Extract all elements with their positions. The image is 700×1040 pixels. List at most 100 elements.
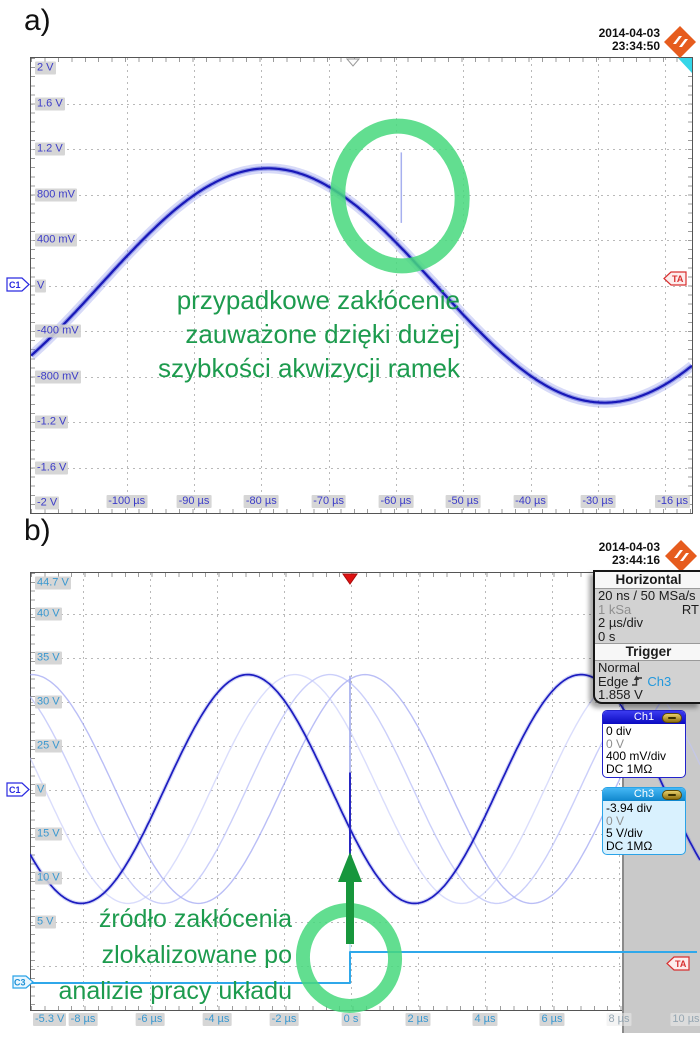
ta-marker-b[interactable]: TA xyxy=(665,956,690,971)
ch3-info-box[interactable]: Ch3 -3.94 div 0 V 5 V/div DC 1MΩ xyxy=(602,787,686,855)
grid-line-v xyxy=(217,573,218,1010)
waveform-trace xyxy=(30,673,700,905)
grid-line-h xyxy=(31,376,692,378)
record-length-value: 1 kSa xyxy=(598,601,632,617)
rising-edge-icon xyxy=(632,675,643,686)
annotation-text-b: źródło zakłócenia zlokalizowane po anali… xyxy=(58,905,292,1005)
time-a: 23:34:50 xyxy=(611,39,660,53)
x-axis-label: -30 µs xyxy=(580,495,616,508)
x-axis-label: -40 µs xyxy=(513,495,548,508)
y-axis-label: 44.7 V xyxy=(35,576,71,590)
channel-marker-c3-b[interactable]: C3 xyxy=(12,975,35,989)
horizontal-trigger-menu[interactable]: Horizontal 20 ns / 50 MSa/s 1 kSa RT 2 µ… xyxy=(593,570,700,704)
trigger-position-marker-b[interactable] xyxy=(342,573,358,585)
grid-line-h xyxy=(31,614,696,615)
grid-line-h xyxy=(31,702,696,703)
grid-line-h xyxy=(31,834,696,835)
grid-line-v xyxy=(351,573,352,1010)
trigger-type-value: Edge xyxy=(598,673,629,689)
grid-line-h xyxy=(31,331,692,332)
rs-logo-icon xyxy=(665,540,697,572)
x-axis-label: -8 µs xyxy=(68,1013,98,1026)
x-axis-label: -4 µs xyxy=(202,1013,232,1026)
trigger-mode-value: Normal xyxy=(598,660,640,675)
grid-line-h xyxy=(31,658,696,659)
grid-line-h xyxy=(31,194,692,196)
y-axis-label: V xyxy=(35,279,47,292)
date-a: 2014-04-03 xyxy=(598,26,660,40)
ch1-info-box[interactable]: Ch1 0 div 0 V 400 mV/div DC 1MΩ xyxy=(602,710,686,778)
waveform-trace xyxy=(30,951,697,984)
grid-line-h xyxy=(31,790,696,791)
x-axis-label: -6 µs xyxy=(135,1013,165,1026)
glitch-circle-annotation-a xyxy=(330,118,470,274)
date-b: 2014-04-03 xyxy=(598,540,660,554)
x-axis-label: 8 µs xyxy=(606,1013,632,1026)
grid-line-h xyxy=(31,966,696,967)
ch3-coupling: DC 1MΩ xyxy=(606,838,653,853)
x-axis-label: 4 µs xyxy=(472,1013,498,1026)
trigger-menu-title[interactable]: Trigger xyxy=(595,643,700,661)
figure-label-a: a) xyxy=(24,4,51,37)
x-axis-label: -16 µs xyxy=(655,495,690,508)
figure-label-b: b) xyxy=(24,514,51,547)
glitch-source-circle-annotation-b xyxy=(296,903,403,1013)
x-axis-label: -60 µs xyxy=(378,495,414,508)
y-axis-label: 1.6 V xyxy=(35,97,65,110)
y-axis-label: -800 mV xyxy=(35,370,81,383)
waveform-trace xyxy=(30,673,700,905)
y-axis-label: 10 V xyxy=(35,871,62,885)
x-axis-label: 0 s xyxy=(341,1013,361,1026)
ch1-offset-div: 0 div xyxy=(606,724,632,738)
grid-line-v xyxy=(485,573,486,1010)
acquisition-mode-value: RT xyxy=(681,601,699,617)
annotation-text-a: przypadkowe zakłócenie zauważone dzięki … xyxy=(158,285,460,383)
waveform-trace xyxy=(30,673,700,905)
x-axis-label: -70 µs xyxy=(311,495,346,508)
ch3-scale: 5 V/div xyxy=(606,826,643,840)
grid-line-h xyxy=(31,467,692,469)
ch3-header[interactable]: Ch3 xyxy=(603,788,685,801)
y-axis-label: 40 V xyxy=(35,607,62,621)
minimize-button[interactable] xyxy=(662,712,682,723)
waveform-area-b xyxy=(30,672,700,984)
trigger-position-marker-a[interactable] xyxy=(346,58,360,67)
timestamp-a: 2014-04-03 23:34:50 xyxy=(540,27,660,53)
horizontal-position-value: 0 s xyxy=(598,628,616,644)
grid-line-v xyxy=(552,573,553,1010)
grid-line-h xyxy=(31,422,692,423)
y-axis-label: 25 V xyxy=(35,739,62,753)
ch1-coupling: DC 1MΩ xyxy=(606,761,653,776)
y-axis-label: 30 V xyxy=(35,695,62,709)
x-axis-label: -50 µs xyxy=(445,495,481,508)
x-axis-label: -2 µs xyxy=(269,1013,299,1026)
grid-line-h xyxy=(31,746,696,747)
grid-line-v xyxy=(284,573,285,1010)
grid-line-v xyxy=(150,573,151,1010)
grid-line-h xyxy=(31,922,696,923)
svg-text:C1: C1 xyxy=(9,280,21,290)
horizontal-menu-title[interactable]: Horizontal xyxy=(595,572,700,589)
minor-ticks-bottom xyxy=(31,509,692,513)
x-axis-label: -80 µs xyxy=(243,495,279,508)
grid-line-v xyxy=(83,573,84,1010)
glitch-source-arrow-annotation xyxy=(338,852,362,944)
y-axis-label: -400 mV xyxy=(35,324,81,338)
ch1-header[interactable]: Ch1 xyxy=(603,711,685,724)
y-axis-label: V xyxy=(35,783,47,797)
channel-marker-c1-b[interactable]: C1 xyxy=(6,782,31,797)
channel-marker-c1-a[interactable]: C1 xyxy=(6,277,31,292)
y-axis-label: 2 V xyxy=(35,61,56,75)
grid-line-v xyxy=(418,573,419,1010)
y-axis-label: -5.3 V xyxy=(33,1013,67,1026)
minor-ticks-top xyxy=(31,58,692,62)
ch3-offset-div: -3.94 div xyxy=(606,801,653,815)
ch1-offset-v: 0 V xyxy=(606,736,625,751)
minimize-button[interactable] xyxy=(662,789,682,800)
y-axis-label: -1.6 V xyxy=(35,461,69,474)
y-axis-label: -1.2 V xyxy=(35,415,69,429)
trigger-offscreen-indicator-a xyxy=(678,58,692,73)
y-axis-label: -2 V xyxy=(35,496,60,510)
ta-marker-a[interactable]: TA xyxy=(662,271,687,286)
